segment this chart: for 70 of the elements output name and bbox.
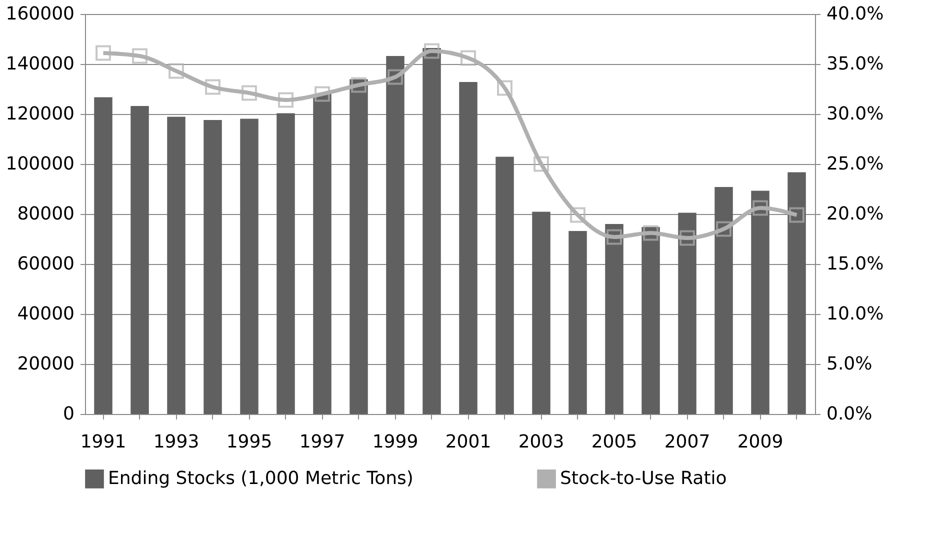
bar (386, 56, 404, 414)
bar (496, 156, 514, 414)
point (351, 77, 366, 93)
y2-tick-label: 35.0% (826, 54, 884, 74)
y2-tick-label: 20.0% (826, 204, 884, 224)
point (132, 48, 148, 64)
y-tick-label: 40000 (17, 304, 74, 324)
bar (568, 231, 587, 414)
y-tick-label: 80000 (17, 204, 74, 224)
point (643, 225, 658, 241)
bar (204, 120, 222, 414)
x-tick-label: 1997 (299, 432, 346, 452)
y2-tick-label: 40.0% (826, 4, 884, 24)
x-tick-label: 2003 (518, 432, 564, 452)
y-tick-label: 20000 (17, 354, 74, 374)
y2-tick-label: 25.0% (826, 154, 884, 174)
bar (714, 187, 733, 414)
point (278, 92, 294, 108)
bar (240, 118, 258, 414)
y2-tick-label: 0.0% (826, 404, 872, 424)
point (460, 50, 476, 66)
y2-tick-label: 5.0% (826, 354, 872, 374)
y-tick-label: 60000 (17, 254, 74, 274)
y2-tick-label: 30.0% (826, 104, 884, 124)
point (789, 207, 804, 223)
y2-tick-label: 10.0% (826, 304, 884, 324)
bar (350, 79, 368, 414)
point (96, 45, 111, 61)
x-tick-label: 2009 (737, 432, 784, 452)
bar (532, 212, 550, 414)
point (570, 207, 586, 223)
point (205, 79, 220, 95)
point (680, 230, 695, 246)
y-tick-label: 100000 (6, 154, 74, 174)
point (752, 200, 768, 216)
legend-label: Ending Stocks (1,000 Metric Tons) (108, 468, 414, 489)
x-tick-label: 1991 (80, 432, 126, 452)
y-tick-label: 140000 (6, 54, 74, 74)
point (534, 156, 549, 172)
x-tick-label: 1999 (372, 432, 418, 452)
bar (276, 113, 295, 414)
y-tick-label: 120000 (6, 104, 74, 124)
x-tick-label: 2001 (445, 432, 492, 452)
point (314, 86, 330, 102)
point (606, 229, 622, 245)
point (424, 43, 440, 59)
bar (678, 212, 696, 414)
x-tick-label: 2007 (664, 432, 710, 452)
y2-tick-label: 15.0% (826, 254, 884, 274)
point (242, 85, 257, 101)
bar (130, 106, 149, 414)
x-tick-label: 1993 (153, 432, 200, 452)
point (388, 69, 403, 85)
bar (605, 224, 624, 414)
point (168, 63, 184, 79)
point (716, 221, 732, 237)
x-tick-label: 2005 (591, 432, 638, 452)
x-tick-label: 1995 (226, 432, 272, 452)
bar (751, 190, 770, 414)
bar (167, 116, 186, 414)
y-tick-label: 0 (63, 404, 74, 424)
legend-label: Stock-to-Use Ratio (560, 468, 727, 489)
bar (94, 97, 112, 414)
bar (788, 172, 806, 414)
bar (642, 227, 660, 414)
bar (422, 48, 441, 414)
bar (313, 94, 332, 414)
point (497, 80, 512, 96)
y-tick-label: 160000 (6, 4, 74, 24)
bar (459, 82, 478, 414)
